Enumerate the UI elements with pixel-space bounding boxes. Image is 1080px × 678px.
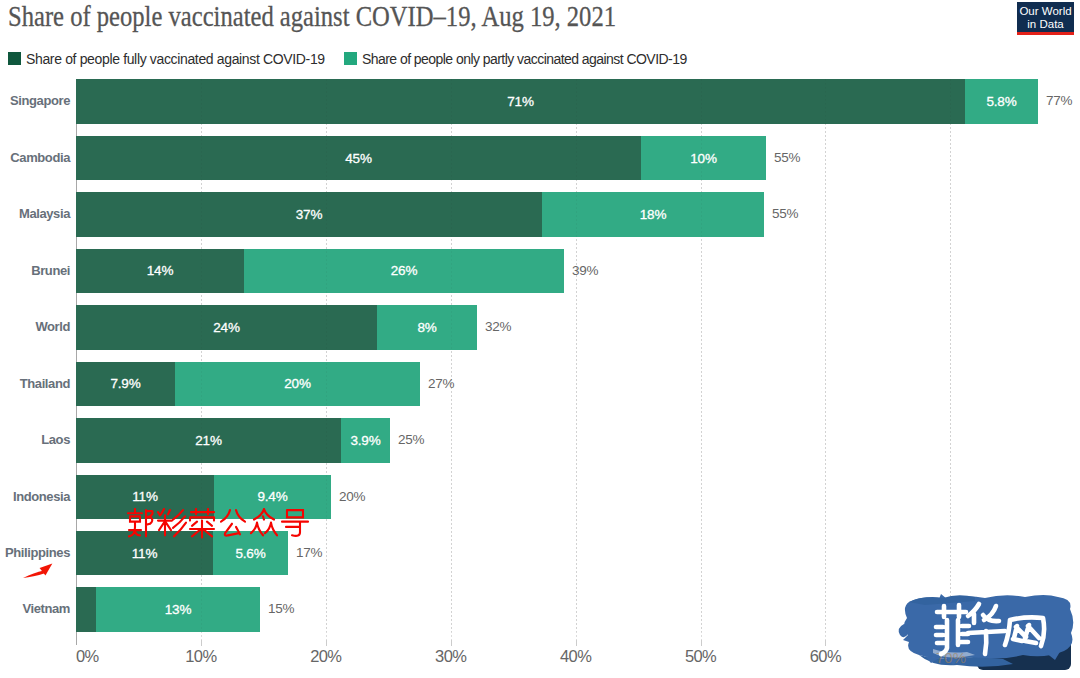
- svg-text:70%: 70%: [936, 649, 966, 666]
